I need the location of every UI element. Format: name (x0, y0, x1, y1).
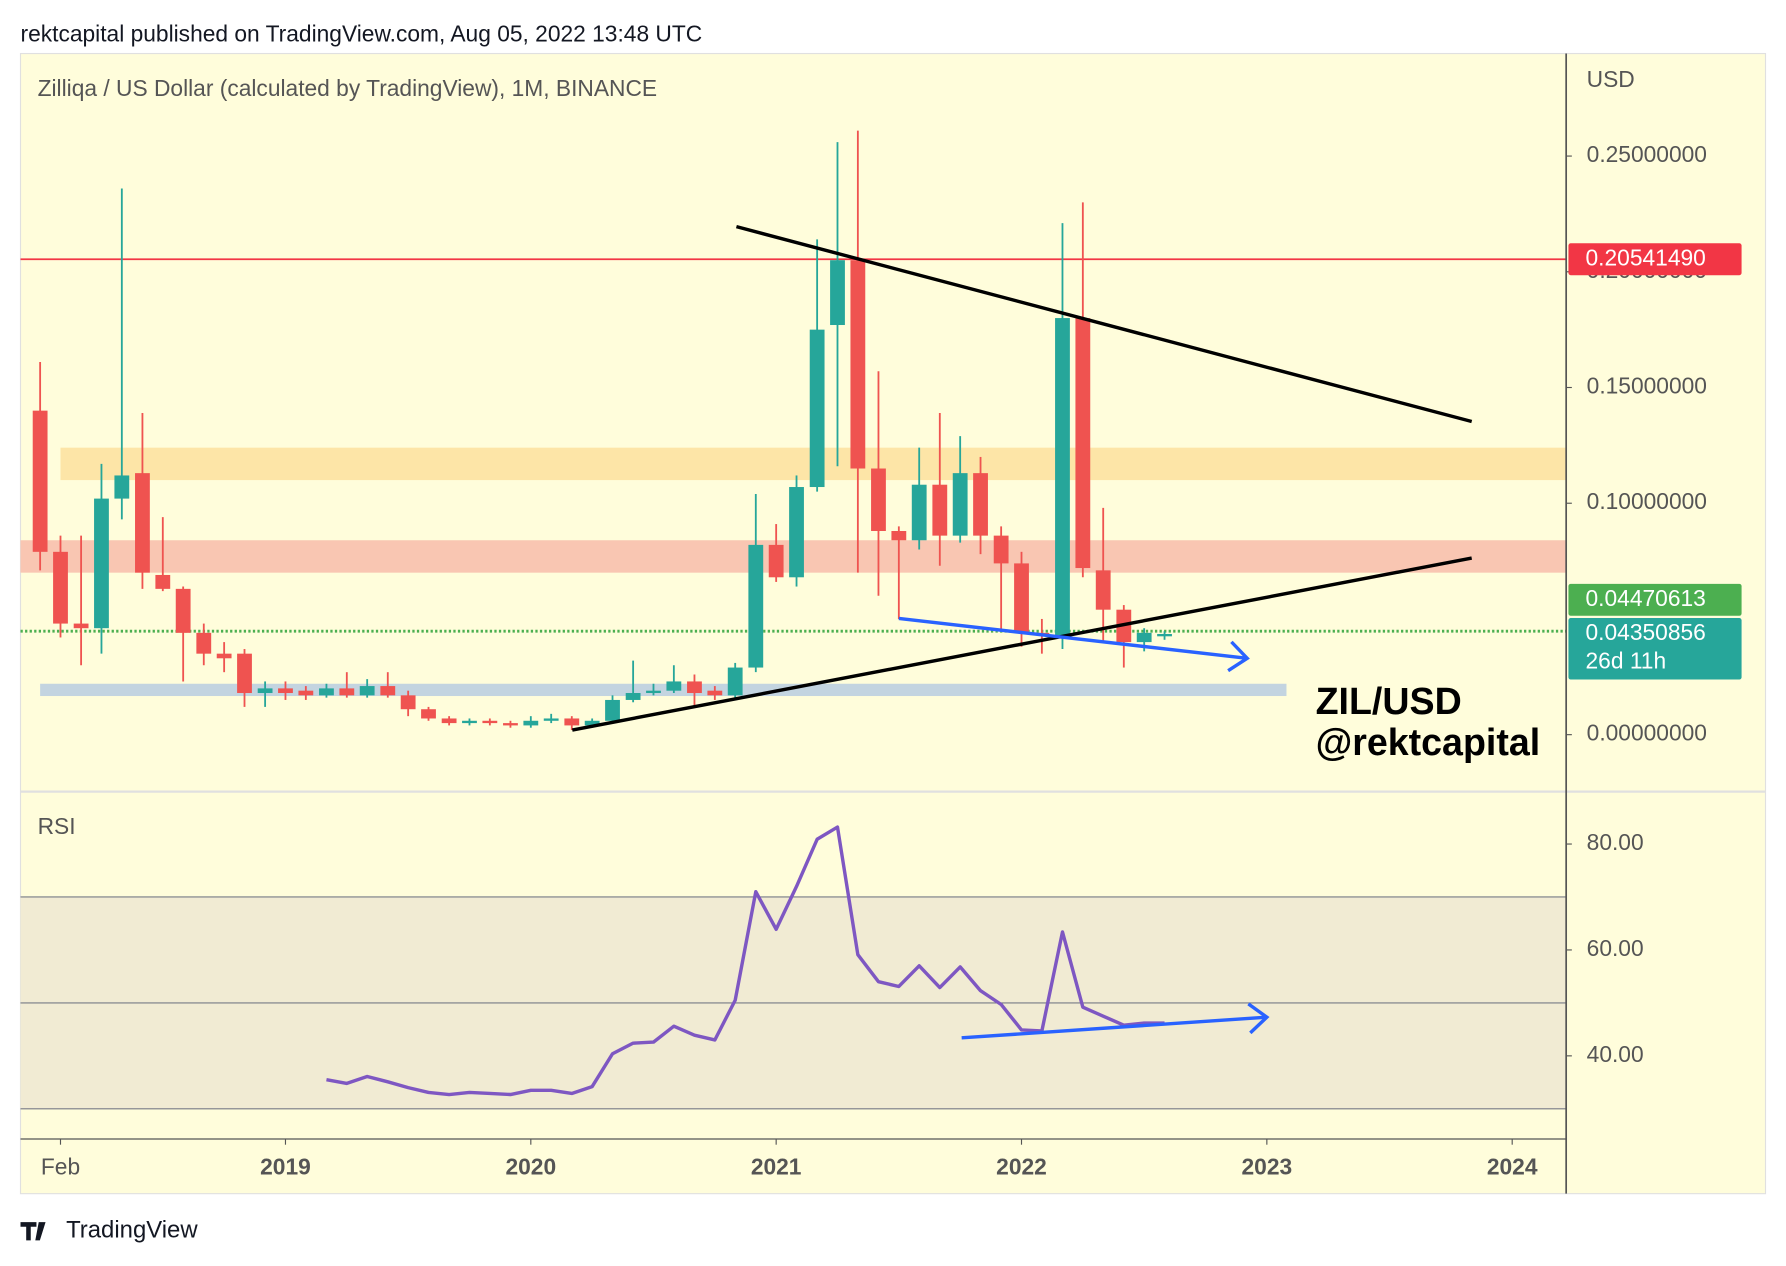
price-badge: 0.20541490 (1568, 243, 1742, 276)
candle-body (605, 699, 620, 721)
trendline (735, 225, 1473, 424)
price-countdown: 26d 11h (1586, 647, 1667, 673)
candle-body (789, 487, 804, 578)
candle-body (175, 588, 191, 633)
y-tick-label: 0.10000000 (1587, 488, 1707, 514)
candle-body (441, 718, 457, 724)
header: rektcapital published on TradingView.com… (21, 20, 703, 46)
candle-body (523, 720, 539, 726)
candle-body (973, 473, 988, 536)
rsi-title: RSI (38, 813, 76, 839)
footer: TradingView (66, 1217, 198, 1244)
x-tick-label: 2019 (260, 1154, 311, 1180)
candle-body (380, 686, 396, 696)
annotation: @rektcapital (1316, 721, 1541, 763)
candle-body (155, 574, 171, 589)
candle-body (32, 410, 48, 552)
x-tick-label: 2022 (996, 1154, 1047, 1180)
x-tick-label: Feb (41, 1154, 80, 1180)
candle-body (482, 720, 498, 724)
zone (40, 683, 1287, 697)
candle-body (257, 688, 273, 694)
candle-body (830, 260, 845, 326)
price-badge-label: 0.04470613 (1586, 585, 1706, 611)
candle-body (135, 473, 150, 573)
candle-body (237, 653, 252, 694)
candle-body (114, 475, 130, 499)
price-badge-label: 0.04350856 (1586, 619, 1706, 645)
y-tick-label: 0.25000000 (1587, 141, 1707, 167)
candle-body (625, 693, 641, 700)
tradingview-logo: TradingView (20, 1217, 198, 1244)
x-tick-label: 2021 (751, 1154, 802, 1180)
trendline (571, 556, 1473, 732)
candle-body (932, 484, 948, 536)
y-tick-label: 0.15000000 (1587, 373, 1707, 399)
candle-body (503, 723, 518, 726)
candle-body (584, 720, 600, 726)
candle-body (421, 709, 436, 719)
x-tick-label: 2023 (1242, 1154, 1293, 1180)
candle-body (1014, 563, 1029, 633)
candle-body (666, 681, 682, 691)
x-tick-label: 2024 (1487, 1154, 1538, 1180)
candle-body (891, 531, 907, 541)
annotation: ZIL/USD (1316, 680, 1462, 722)
x-tick-label: 2020 (505, 1154, 556, 1180)
y-tick-label: 60.00 (1587, 935, 1644, 961)
chart-title: Zilliqa / US Dollar (calculated by Tradi… (38, 75, 658, 101)
candle-body (993, 535, 1009, 564)
y-tick-label: 80.00 (1587, 829, 1644, 855)
candle-body (319, 688, 334, 696)
price-badge-label: 0.20541490 (1586, 244, 1706, 270)
price-badge-bg (1568, 618, 1742, 680)
candle-body (196, 632, 212, 654)
price-badge-bg (1568, 583, 1742, 616)
candle-body (809, 329, 825, 488)
candle-body (727, 667, 743, 696)
candle-body (1055, 318, 1070, 636)
candle-body (278, 688, 293, 694)
y-tick-label: 0.00000000 (1587, 720, 1707, 746)
y-axis-label: USD (1587, 66, 1635, 92)
price-badge-bg (1568, 243, 1742, 276)
candle-body (952, 473, 968, 536)
candle-body (53, 551, 68, 624)
candle-body (94, 498, 109, 629)
candle-body (339, 688, 355, 696)
candle-body (216, 653, 232, 659)
candle-body (1157, 633, 1172, 637)
candle-body (359, 686, 375, 696)
candle-body (564, 718, 580, 726)
arrow-head (1247, 1002, 1270, 1035)
rsi-line (326, 825, 1165, 1097)
candle-body (871, 468, 886, 532)
candle-body (707, 690, 723, 696)
candle-body (1095, 570, 1111, 610)
candle-body (748, 544, 764, 668)
candle-body (687, 681, 702, 694)
candle-body (462, 720, 477, 724)
trendline (961, 1015, 1267, 1040)
candle-body (911, 484, 927, 541)
candle-body (768, 544, 784, 578)
price-badge: 0.04470613 (1568, 583, 1742, 616)
candle-body (1075, 318, 1091, 569)
candle-body (1136, 632, 1152, 643)
y-tick-label: 40.00 (1587, 1041, 1644, 1067)
candle-body (73, 623, 89, 629)
trendline (898, 616, 1248, 660)
candle-body (646, 690, 661, 694)
candle-body (298, 690, 314, 696)
arrow-head (1227, 640, 1250, 673)
candle-body (543, 718, 559, 721)
candle-body (400, 695, 416, 710)
candle-body (850, 260, 866, 469)
